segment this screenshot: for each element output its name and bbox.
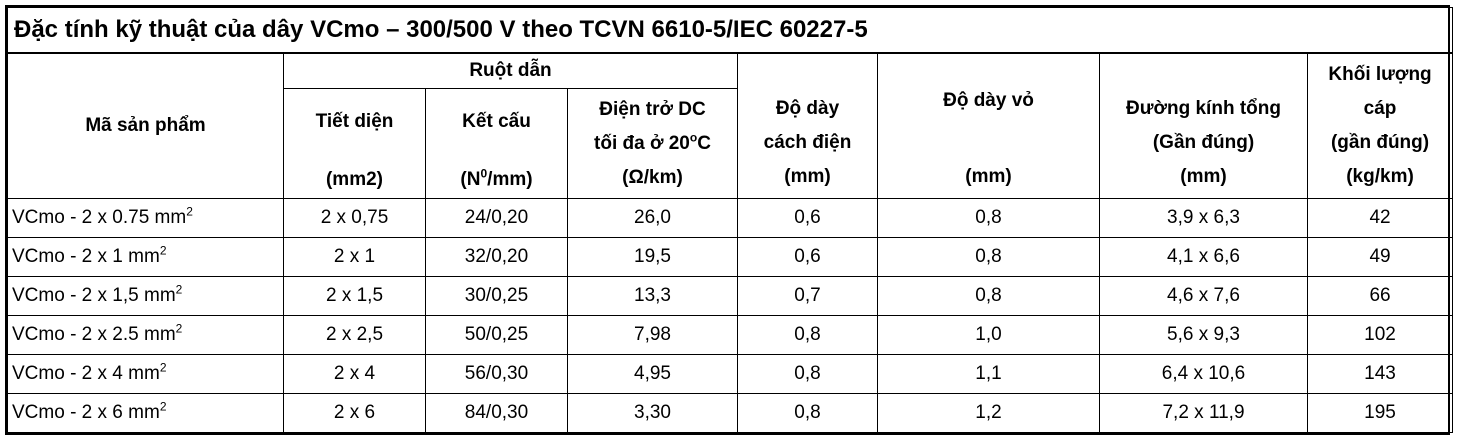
structure-line1: Kết cấu [462, 110, 531, 132]
sheath-unit: (mm) [965, 166, 1012, 187]
cell-insulation: 0,8 [737, 354, 878, 394]
header-dc-resistance: Điện trở DC tối đa ở 20oC (Ω/km) [567, 88, 738, 199]
diameter-line2: (Gần đúng) [1152, 132, 1255, 153]
cell-structure: 50/0,25 [425, 315, 568, 355]
cell-diameter: 4,6 x 7,6 [1099, 276, 1308, 316]
structure-unit: (N0/mm) [460, 166, 533, 190]
header-row-top: Mã sản phẩm Ruột dẫn Độ dày cách điện (m… [7, 52, 1454, 199]
cell-section: 2 x 1 [283, 237, 426, 277]
weight-unit: (kg/km) [1346, 166, 1414, 187]
cell-section: 2 x 2,5 [283, 315, 426, 355]
cell-insulation: 0,6 [737, 237, 878, 277]
cell-structure: 30/0,25 [425, 276, 568, 316]
title-row: Đặc tính kỹ thuật của dây VCmo – 300/500… [6, 7, 1454, 54]
cell-insulation: 0,7 [737, 276, 878, 316]
cell-sheath: 1,1 [877, 354, 1100, 394]
cell-insulation: 0,8 [737, 393, 878, 433]
cell-product-code: VCmo - 2 x 1 mm2 [7, 237, 284, 277]
cell-diameter: 4,1 x 6,6 [1099, 237, 1308, 277]
cell-product-code: VCmo - 2 x 0.75 mm2 [7, 198, 284, 238]
cell-section: 2 x 6 [283, 393, 426, 433]
cell-product-code: VCmo - 2 x 4 mm2 [7, 354, 284, 394]
header-insulation-thickness: Độ dày cách điện (mm) [737, 52, 878, 199]
cell-weight: 42 [1306, 198, 1454, 238]
spec-table-container: Đặc tính kỹ thuật của dây VCmo – 300/500… [5, 5, 1454, 435]
cross-section-line1: Tiết diện [315, 110, 394, 132]
header-row-sub: Tiết diện (mm2) Kết cấu (N0/mm) Điện trở… [8, 88, 1453, 199]
cell-weight: 102 [1306, 315, 1454, 355]
cell-resistance: 19,5 [567, 237, 738, 277]
cell-insulation: 0,8 [737, 315, 878, 355]
cell-sheath: 1,2 [877, 393, 1100, 433]
spec-table: Đặc tính kỹ thuật của dây VCmo – 300/500… [6, 7, 1454, 433]
cell-weight: 195 [1306, 393, 1454, 433]
header-product-code: Mã sản phẩm [7, 52, 284, 199]
cell-sheath: 0,8 [877, 237, 1100, 277]
cell-weight: 66 [1306, 276, 1454, 316]
cell-weight: 49 [1306, 237, 1454, 277]
table-body: VCmo - 2 x 0.75 mm2 2 x 0,75 24/0,20 26,0 0,… [7, 198, 1454, 433]
cell-sheath: 1,0 [877, 315, 1100, 355]
resistance-unit: (Ω/km) [622, 166, 683, 188]
cell-diameter: 6,4 x 10,6 [1099, 354, 1308, 394]
table-row: VCmo - 2 x 2.5 mm2 2 x 2,5 50/0,25 7,98 0,8 1… [7, 315, 1454, 355]
cell-product-code: VCmo - 2 x 6 mm2 [7, 393, 284, 433]
cell-structure: 84/0,30 [425, 393, 568, 433]
insulation-unit: (mm) [784, 166, 831, 187]
diameter-unit: (mm) [1180, 166, 1227, 187]
table-row: VCmo - 2 x 1 mm2 2 x 1 32/0,20 19,5 0,6 0,8 4,… [7, 237, 1454, 277]
cross-section-unit: (mm2) [325, 168, 383, 190]
cell-diameter: 5,6 x 9,3 [1099, 315, 1308, 355]
header-sheath-thickness: Độ dày vỏ (mm) [877, 52, 1100, 199]
header-overall-diameter: Đường kính tổng (Gần đúng) (mm) [1099, 52, 1308, 199]
cell-resistance: 13,3 [567, 276, 738, 316]
table-title: Đặc tính kỹ thuật của dây VCmo – 300/500… [6, 7, 1454, 54]
cell-resistance: 26,0 [567, 198, 738, 238]
header-conductor-group: Ruột dẫn [283, 52, 738, 89]
cell-sheath: 0,8 [877, 198, 1100, 238]
cell-resistance: 4,95 [567, 354, 738, 394]
cell-product-code: VCmo - 2 x 1,5 mm2 [7, 276, 284, 316]
header-cable-weight: Khối lượng cáp (gần đúng) (kg/km) [1306, 52, 1454, 199]
resistance-line2: tối đa ở 20oC [594, 130, 711, 154]
table-row: VCmo - 2 x 1,5 mm2 2 x 1,5 30/0,25 13,3 0,7 0… [7, 276, 1454, 316]
diameter-line1: Đường kính tổng [1126, 98, 1281, 119]
cell-diameter: 3,9 x 6,3 [1099, 198, 1308, 238]
cell-structure: 32/0,20 [425, 237, 568, 277]
cell-section: 2 x 4 [283, 354, 426, 394]
table-row: VCmo - 2 x 4 mm2 2 x 4 56/0,30 4,95 0,8 1,1 6,… [7, 354, 1454, 394]
cell-structure: 24/0,20 [425, 198, 568, 238]
insulation-line2: cách điện [763, 132, 852, 153]
table-row: VCmo - 2 x 6 mm2 2 x 6 84/0,30 3,30 0,8 1,2 7,… [7, 393, 1454, 433]
cell-resistance: 7,98 [567, 315, 738, 355]
header-structure: Kết cấu (N0/mm) [425, 88, 568, 199]
header-cross-section: Tiết diện (mm2) [283, 88, 426, 199]
table-row: VCmo - 2 x 0.75 mm2 2 x 0,75 24/0,20 26,0 0,… [7, 198, 1454, 238]
insulation-line1: Độ dày [775, 98, 840, 119]
cell-structure: 56/0,30 [425, 354, 568, 394]
weight-line2: cáp [1363, 98, 1397, 119]
cell-product-code: VCmo - 2 x 2.5 mm2 [7, 315, 284, 355]
weight-line1: Khối lượng [1328, 64, 1432, 85]
cell-resistance: 3,30 [567, 393, 738, 433]
cell-section: 2 x 0,75 [283, 198, 426, 238]
resistance-line1: Điện trở DC [599, 98, 706, 120]
cell-insulation: 0,6 [737, 198, 878, 238]
cell-diameter: 7,2 x 11,9 [1099, 393, 1308, 433]
cell-section: 2 x 1,5 [283, 276, 426, 316]
cell-sheath: 0,8 [877, 276, 1100, 316]
cell-weight: 143 [1306, 354, 1454, 394]
weight-line3: (gần đúng) [1330, 132, 1430, 153]
sheath-line1: Độ dày vỏ [943, 90, 1034, 111]
